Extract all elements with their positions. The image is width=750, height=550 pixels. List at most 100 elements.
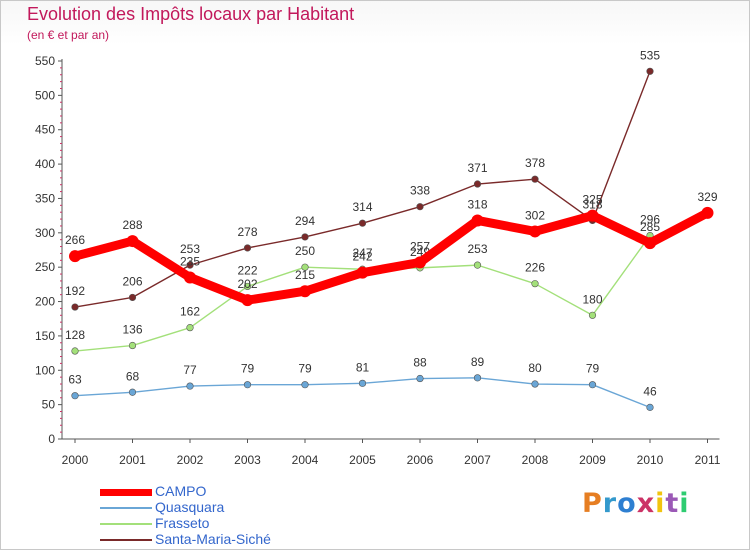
data-label-frasseto-2004: 250 (295, 244, 315, 258)
data-point-frasseto-2009 (588, 311, 597, 319)
data-label-frasseto-2002: 162 (180, 305, 200, 319)
data-point-quasquara-2002 (186, 382, 194, 390)
data-label-quasquara-2010: 46 (643, 384, 657, 398)
data-label-campo-2010: 285 (640, 220, 660, 234)
x-tick-label-2010: 2010 (637, 453, 664, 467)
y-tick-label-350: 350 (35, 191, 55, 205)
data-label-campo-2004: 215 (295, 268, 315, 282)
data-label-santa-maria-sich--2000: 192 (65, 284, 85, 298)
data-label-quasquara-2003: 79 (241, 362, 255, 376)
data-label-frasseto-2008: 226 (525, 261, 545, 275)
data-label-santa-maria-sich--2007: 371 (467, 161, 487, 175)
y-tick-label-400: 400 (35, 157, 55, 171)
data-point-santa-maria-sich--2008 (531, 175, 539, 183)
data-point-santa-maria-sich--2007 (473, 180, 482, 188)
x-tick-label-2008: 2008 (522, 453, 549, 467)
x-tick-label-2002: 2002 (177, 453, 204, 467)
x-tick-label-2001: 2001 (119, 453, 146, 467)
legend-swatch-santa-maria-siche (100, 539, 152, 541)
data-label-quasquara-2009: 79 (586, 362, 600, 376)
data-label-frasseto-2000: 128 (65, 328, 85, 342)
data-point-campo-2009 (586, 209, 599, 222)
data-label-frasseto-2003: 222 (237, 263, 257, 277)
legend-swatch-frasseto (100, 523, 152, 525)
data-point-santa-maria-sich--2006 (416, 203, 424, 211)
data-label-quasquara-2008: 80 (528, 361, 542, 375)
x-tick-label-2011: 2011 (695, 453, 721, 467)
data-point-quasquara-2010 (646, 403, 654, 411)
data-label-quasquara-2007: 89 (471, 355, 485, 369)
y-tick-label-150: 150 (35, 329, 55, 343)
data-label-campo-2009: 325 (582, 193, 602, 207)
y-tick-label-0: 0 (48, 432, 55, 446)
data-point-campo-2011 (701, 206, 714, 219)
data-point-quasquara-2001 (128, 388, 137, 396)
x-tick-label-2007: 2007 (464, 453, 491, 467)
data-point-campo-2005 (356, 266, 369, 279)
data-label-campo-2003: 202 (237, 277, 257, 291)
x-tick-label-2000: 2000 (62, 453, 89, 467)
data-point-campo-2004 (299, 285, 311, 298)
data-label-campo-2007: 318 (467, 197, 487, 211)
data-point-santa-maria-sich--2000 (71, 303, 79, 311)
data-label-santa-maria-sich--2008: 378 (525, 156, 545, 170)
y-tick-label-550: 550 (35, 54, 55, 68)
data-label-campo-2006: 257 (410, 239, 430, 253)
data-point-campo-2003 (241, 294, 254, 307)
data-label-quasquara-2004: 79 (298, 362, 312, 376)
data-point-frasseto-2000 (71, 347, 79, 355)
data-point-frasseto-2004 (301, 263, 309, 271)
legend-swatch-quasquara (100, 507, 152, 509)
chart-title: Evolution des Impôts locaux par Habitant (27, 4, 355, 24)
y-tick-label-300: 300 (35, 226, 55, 240)
data-point-quasquara-2004 (301, 381, 309, 389)
data-label-quasquara-2005: 81 (356, 360, 370, 374)
y-tick-label-450: 450 (35, 123, 55, 137)
legend-label-campo: CAMPO (155, 483, 207, 499)
x-tick-label-2004: 2004 (292, 453, 319, 467)
data-point-santa-maria-sich--2005 (358, 219, 367, 227)
data-label-quasquara-2001: 68 (126, 369, 140, 383)
y-tick-label-200: 200 (35, 295, 55, 309)
x-tick-label-2009: 2009 (579, 453, 606, 467)
data-label-santa-maria-sich--2004: 294 (295, 214, 315, 228)
data-point-santa-maria-sich--2004 (301, 233, 309, 241)
data-label-campo-2000: 266 (65, 233, 85, 247)
y-tick-label-250: 250 (35, 260, 55, 274)
data-point-campo-2000 (69, 250, 81, 263)
logo-letter: i (655, 488, 666, 519)
data-point-quasquara-2006 (416, 374, 424, 383)
x-tick-label-2005: 2005 (349, 453, 376, 467)
data-label-quasquara-2006: 88 (413, 356, 427, 370)
data-label-santa-maria-sich--2001: 206 (122, 274, 142, 288)
legend-label-frasseto: Frasseto (155, 515, 210, 531)
data-point-quasquara-2003 (243, 381, 252, 389)
data-point-frasseto-2007 (473, 261, 482, 269)
data-label-santa-maria-sich--2010: 535 (640, 48, 660, 62)
logo-letter: i (679, 488, 690, 519)
data-point-campo-2007 (471, 214, 484, 227)
data-point-quasquara-2000 (71, 392, 79, 400)
logo-letter: P (582, 488, 603, 519)
data-label-campo-2005: 242 (352, 250, 372, 264)
chart-subtitle: (en € et par an) (27, 28, 110, 42)
y-tick-label-100: 100 (35, 363, 55, 377)
data-label-campo-2008: 302 (525, 208, 545, 222)
data-label-frasseto-2009: 180 (582, 292, 602, 306)
data-point-frasseto-2002 (186, 324, 194, 332)
logo-letter: t (665, 488, 680, 519)
series-line-campo (70, 208, 712, 305)
data-label-quasquara-2000: 63 (68, 373, 82, 387)
data-point-frasseto-2008 (531, 280, 539, 288)
data-point-santa-maria-sich--2010 (646, 67, 654, 75)
data-point-quasquara-2009 (588, 381, 597, 389)
data-label-santa-maria-sich--2003: 278 (237, 225, 257, 239)
logo-letter: o (617, 488, 637, 519)
data-point-campo-2006 (414, 256, 426, 269)
data-point-quasquara-2008 (531, 380, 539, 388)
data-point-frasseto-2001 (128, 341, 137, 350)
logo-letter: r (602, 488, 618, 519)
data-label-campo-2011: 329 (697, 190, 717, 204)
data-point-santa-maria-sich--2001 (128, 293, 137, 302)
